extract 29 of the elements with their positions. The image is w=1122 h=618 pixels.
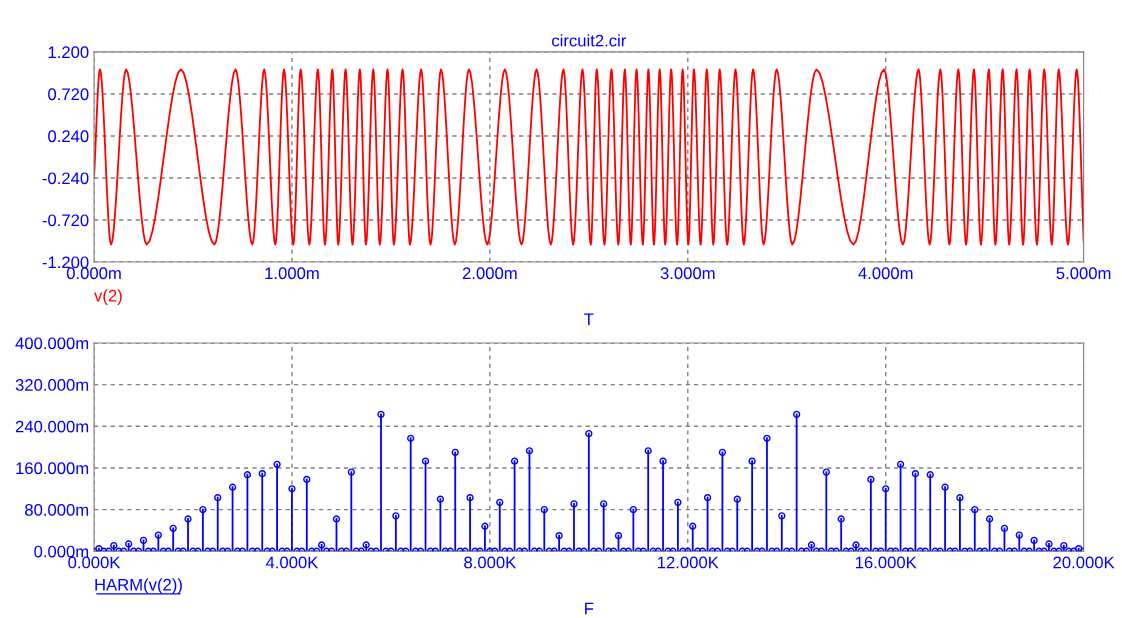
y-tick-label: 240.000m [15, 420, 89, 433]
x-tick-label: 2.000m [462, 267, 517, 280]
y-tick-label: 1.200 [48, 46, 89, 59]
chart-title: circuit2.cir [552, 34, 627, 47]
y-tick-label: 160.000m [16, 462, 89, 475]
x-tick-label: 0.000m [66, 267, 121, 280]
x-tick-label: 3.000m [660, 267, 715, 280]
x-tick-label: 16.000K [855, 556, 917, 569]
x-axis-title: F [585, 602, 594, 615]
text: v(2) [94, 289, 122, 305]
y-tick-label: 0.720 [48, 88, 89, 101]
y-tick-label: -0.240 [42, 172, 89, 185]
x-tick-label: 12.000K [658, 556, 719, 569]
x-tick-label: 5.000m [1056, 267, 1111, 280]
x-tick-label: 0.000K [68, 556, 121, 569]
x-tick-label: 4.000m [858, 267, 913, 280]
y-tick-label: 400.000m [15, 337, 89, 350]
y-tick-label: -0.720 [42, 214, 89, 227]
x-tick-label: 20.000K [1053, 556, 1115, 569]
x-axis-title: T [584, 313, 594, 326]
y-tick-label: -1.200 [42, 256, 89, 269]
x-tick-label: 4.000K [265, 556, 319, 569]
series-label: HARM(v(2)) [95, 578, 182, 594]
y-tick-label: 320.000m [15, 379, 89, 391]
y-tick-label: 0.000m [34, 545, 89, 558]
x-tick-label: 8.000K [464, 556, 517, 569]
y-tick-label: 80.000m [25, 504, 89, 516]
x-tick-label: 1.000m [265, 267, 319, 280]
y-tick-label: 0.240 [48, 130, 89, 143]
